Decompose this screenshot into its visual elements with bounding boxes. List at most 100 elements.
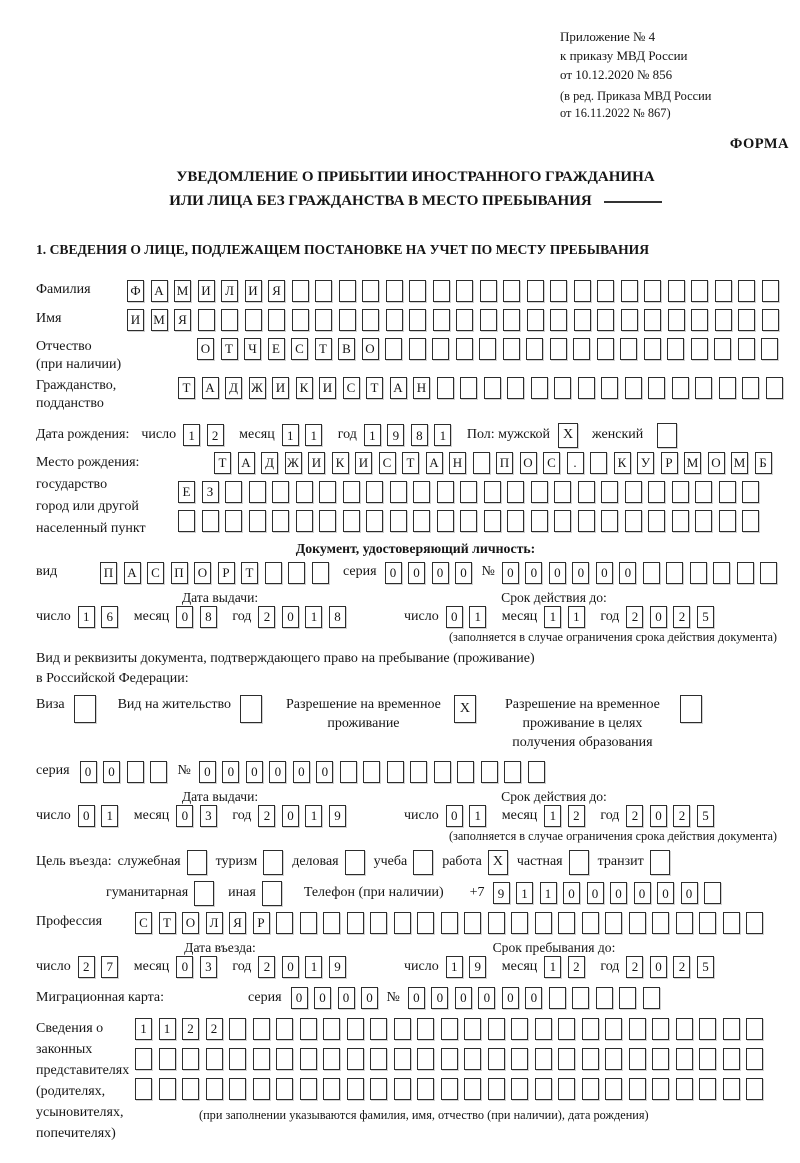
purpose-private-checkbox[interactable] [568,849,589,875]
purpose-business-checkbox[interactable] [344,849,365,875]
char-box[interactable]: 0 [572,561,590,584]
char-box[interactable] [643,337,661,360]
char-box[interactable] [323,1017,340,1040]
char-box[interactable] [652,1047,669,1070]
char-box[interactable] [738,308,755,331]
char-box[interactable] [410,760,428,783]
char-box[interactable] [126,760,144,783]
char-box[interactable] [295,480,313,503]
char-box[interactable]: 5 [696,955,714,978]
char-box[interactable] [409,308,426,331]
char-box[interactable] [479,337,496,360]
char-box[interactable]: 2 [258,955,276,978]
char-box[interactable] [276,1077,293,1100]
char-box[interactable] [366,480,383,503]
char-box[interactable]: 9 [387,424,405,447]
char-box[interactable]: 1 [434,424,452,447]
char-box[interactable] [479,279,497,302]
char-box[interactable] [507,376,524,399]
char-box[interactable]: 0 [198,760,216,783]
char-box[interactable]: 0 [314,986,332,1009]
purpose-tourism-checkbox[interactable] [263,849,284,875]
char-box[interactable]: П [100,561,117,584]
char-box[interactable]: Т [220,337,238,360]
char-box[interactable] [511,1017,528,1040]
char-box[interactable] [714,308,732,331]
char-box[interactable]: Е [267,337,285,360]
char-box[interactable]: 2 [205,1017,223,1040]
char-box[interactable]: 1 [183,424,201,447]
char-box[interactable]: 0 [610,882,628,905]
char-box[interactable] [761,279,779,302]
char-box[interactable] [225,480,242,503]
char-box[interactable]: О [194,561,211,584]
char-box[interactable] [577,376,595,399]
char-box[interactable] [736,561,754,584]
char-box[interactable] [385,337,402,360]
char-box[interactable] [605,911,622,934]
char-box[interactable] [624,480,642,503]
char-box[interactable]: И [319,376,336,399]
char-box[interactable] [530,480,548,503]
char-box[interactable]: В [338,337,355,360]
char-box[interactable]: П [170,561,188,584]
char-box[interactable]: 0 [586,882,604,905]
char-box[interactable]: 0 [455,561,473,584]
char-box[interactable] [738,279,755,302]
char-box[interactable]: К [295,376,313,399]
char-box[interactable]: Ж [248,376,266,399]
char-box[interactable] [718,509,736,532]
char-box[interactable]: 2 [182,1017,199,1040]
char-box[interactable] [346,1017,364,1040]
char-box[interactable] [573,279,591,302]
char-box[interactable] [299,1077,317,1100]
char-box[interactable] [671,480,689,503]
char-box[interactable] [268,308,285,331]
char-box[interactable] [295,509,313,532]
char-box[interactable] [413,509,430,532]
char-box[interactable] [667,279,685,302]
char-box[interactable] [511,911,528,934]
char-box[interactable]: С [291,337,308,360]
char-box[interactable]: 0 [176,804,194,827]
char-box[interactable]: 2 [673,955,691,978]
char-box[interactable]: 5 [696,605,714,628]
char-box[interactable] [534,1077,552,1100]
char-box[interactable]: 0 [361,986,379,1009]
char-box[interactable]: С [378,451,396,474]
char-box[interactable] [487,1047,505,1070]
char-box[interactable]: Т [158,911,176,934]
char-box[interactable]: Я [174,308,191,331]
char-box[interactable] [464,1077,481,1100]
char-box[interactable]: 1 [77,605,95,628]
char-box[interactable]: М [731,451,748,474]
char-box[interactable]: И [244,279,262,302]
char-box[interactable] [620,279,638,302]
char-box[interactable]: 2 [77,955,95,978]
char-box[interactable] [644,279,661,302]
char-box[interactable]: 0 [501,986,519,1009]
char-box[interactable]: 2 [626,605,644,628]
char-box[interactable] [577,509,595,532]
char-box[interactable]: 2 [626,955,644,978]
char-box[interactable] [619,986,637,1009]
purpose-humanitarian-checkbox[interactable] [194,880,215,906]
char-box[interactable] [691,308,708,331]
char-box[interactable] [436,480,454,503]
char-box[interactable] [338,308,356,331]
char-box[interactable]: 2 [258,605,276,628]
char-box[interactable] [252,1077,270,1100]
char-box[interactable] [299,1047,317,1070]
char-box[interactable]: 1 [305,804,323,827]
char-box[interactable] [205,1047,223,1070]
char-box[interactable]: 1 [469,804,487,827]
char-box[interactable] [319,480,336,503]
char-box[interactable] [590,451,607,474]
char-box[interactable] [197,308,215,331]
char-box[interactable] [221,308,238,331]
char-box[interactable]: 5 [696,804,714,827]
char-box[interactable] [315,308,332,331]
char-box[interactable] [362,308,379,331]
char-box[interactable]: 0 [316,760,334,783]
char-box[interactable] [558,1077,575,1100]
